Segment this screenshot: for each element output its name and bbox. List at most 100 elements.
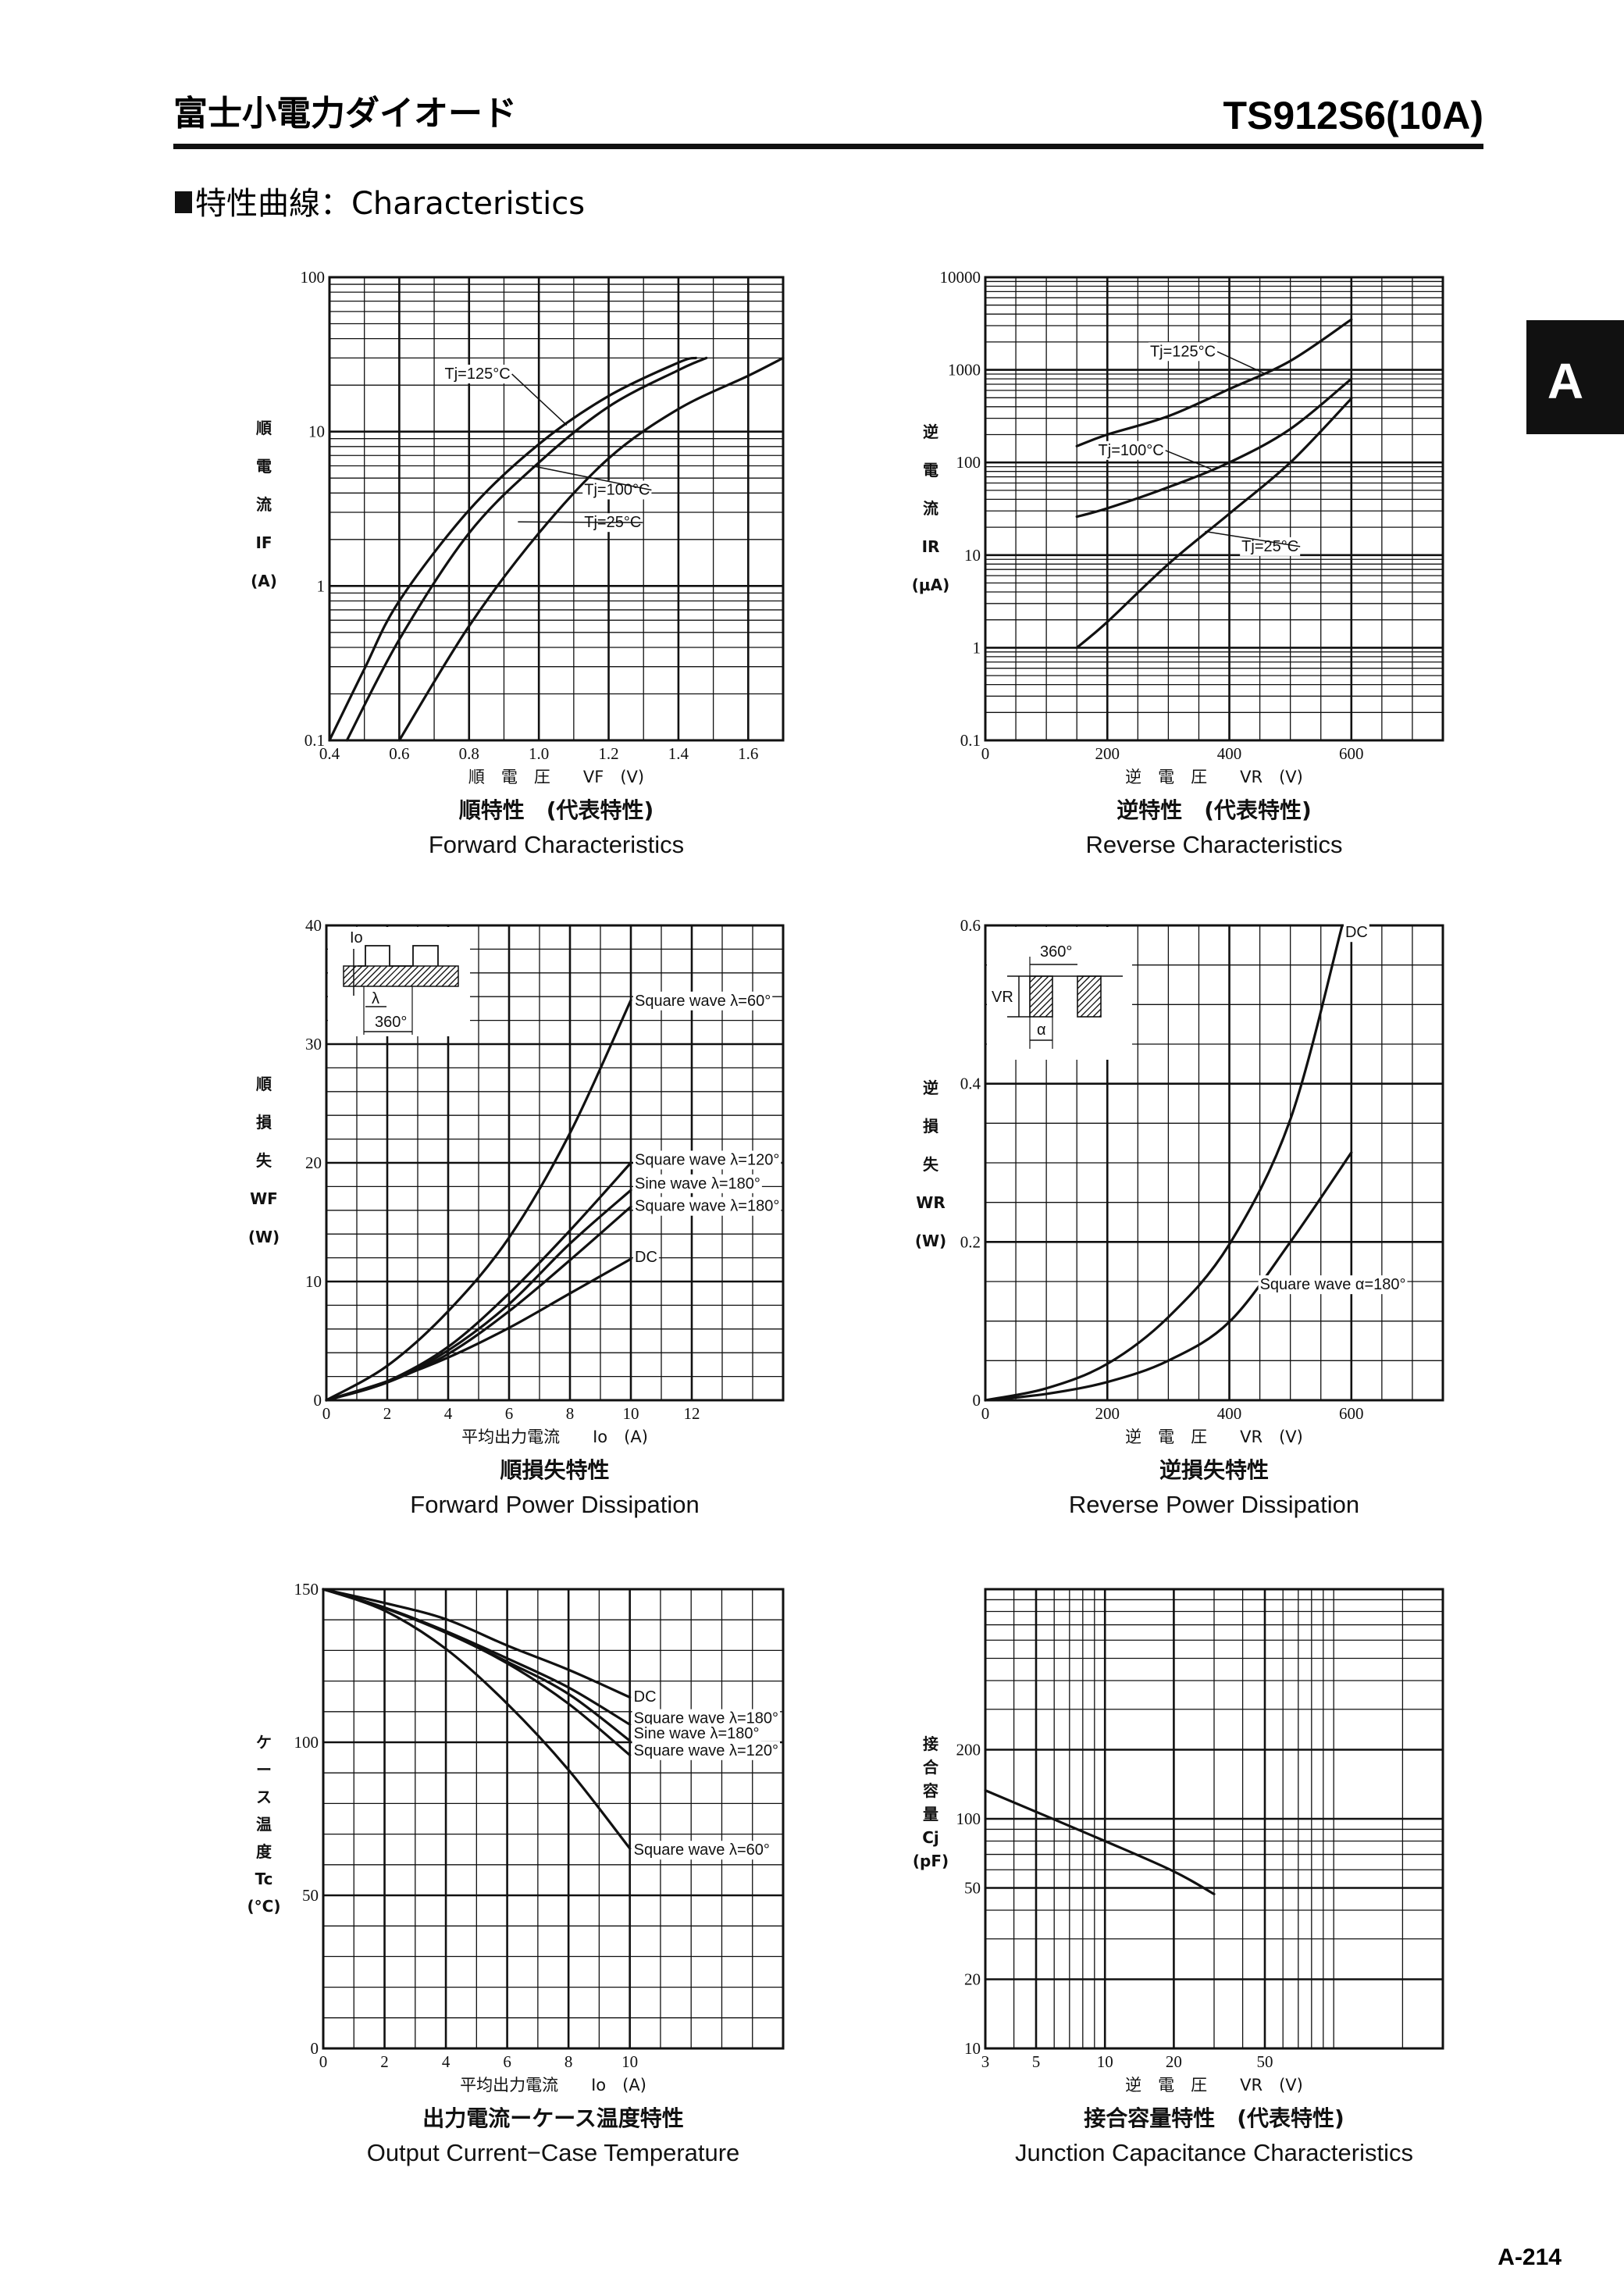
x-tick-label: 3 xyxy=(981,2052,990,2071)
chart-title: Forward Characteristics xyxy=(429,831,684,858)
x-tick-label: 1.6 xyxy=(738,744,758,763)
hatch-line xyxy=(379,965,401,987)
y-tick-label: 10000 xyxy=(940,268,981,287)
y-tick-label: 0 xyxy=(314,1391,322,1410)
x-tick-label: 600 xyxy=(1339,1404,1364,1423)
y-axis-label: 接 xyxy=(923,1734,938,1753)
x-tick-label: 4 xyxy=(442,2052,451,2071)
page-number: A-214 xyxy=(1498,2244,1562,2270)
series-line xyxy=(328,356,697,742)
y-tick-label: 1000 xyxy=(948,361,981,380)
x-tick-label: 0.6 xyxy=(389,744,409,763)
model-number: TS912S6(10A) xyxy=(1223,94,1484,137)
y-tick-label: 10 xyxy=(305,1272,322,1291)
x-tick-label: 20 xyxy=(1166,2052,1182,2071)
hatch-line xyxy=(1077,975,1084,983)
x-tick-label: 1.4 xyxy=(668,744,689,763)
y-tick-label: 0.1 xyxy=(960,731,981,750)
y-axis-label: ケ xyxy=(256,1733,272,1752)
y-axis-label: 損 xyxy=(923,1117,939,1135)
series-label-bg xyxy=(633,1174,762,1193)
y-axis-label: 容 xyxy=(923,1781,938,1800)
y-axis-label: 電 xyxy=(923,461,938,479)
label-leader xyxy=(1165,450,1212,470)
series-label-bg xyxy=(1258,1275,1408,1295)
hatched-pulse xyxy=(1077,975,1102,1018)
x-tick-label: 10 xyxy=(1097,2052,1113,2071)
y-axis-label: (μA) xyxy=(912,576,949,594)
y-tick-label: 1 xyxy=(317,576,326,595)
series-label: Tj=100°C xyxy=(1099,442,1164,459)
series-label-bg xyxy=(633,1150,782,1170)
y-axis-label: 温 xyxy=(256,1815,272,1834)
series-line xyxy=(984,924,1344,1402)
series-label: Tj=100°C xyxy=(584,481,650,498)
plot-frame xyxy=(325,924,785,1402)
y-axis-label: (W) xyxy=(248,1228,280,1246)
y-tick-label: 10 xyxy=(308,422,325,441)
y-tick-label: 10 xyxy=(964,546,981,565)
y-axis-label: Cj xyxy=(922,1828,939,1847)
x-axis-label: 平均出力電流 Io (A) xyxy=(460,2076,646,2094)
y-tick-label: 100 xyxy=(956,453,981,472)
series-label: Tj=25°C xyxy=(1241,538,1298,555)
product-family-title: 富士小電力ダイオード xyxy=(173,94,517,134)
plot-frame xyxy=(328,276,785,742)
series-label-bg xyxy=(632,1688,658,1707)
y-axis-label: WR xyxy=(916,1193,945,1212)
hatch-line xyxy=(1045,1009,1053,1018)
x-tick-label: 6 xyxy=(503,2052,511,2071)
y-axis-label: 量 xyxy=(923,1805,938,1823)
y-tick-label: 100 xyxy=(956,1809,981,1828)
x-tick-label: 1.2 xyxy=(598,744,618,763)
plot-frame xyxy=(984,1588,1444,2050)
y-tick-label: 0 xyxy=(311,2039,319,2058)
y-axis-label: IR xyxy=(922,537,940,556)
y-tick-label: 100 xyxy=(294,1733,319,1752)
chart-title: Reverse Characteristics xyxy=(1085,831,1342,858)
x-tick-label: 400 xyxy=(1217,744,1242,763)
hatch-line xyxy=(410,965,432,987)
side-tab-label: A xyxy=(1547,353,1583,409)
chart-3: 0 2 4 6 8 10 12 0 10 20 30 40 Io λ 360° Square wave λ=6… xyxy=(248,916,785,1518)
inset-label-alpha: α xyxy=(1037,1021,1046,1039)
x-tick-label: 10 xyxy=(623,1404,639,1423)
series-line xyxy=(345,356,708,742)
x-tick-label: 200 xyxy=(1095,744,1120,763)
plot-frame xyxy=(984,924,1444,1402)
inset-label-360: 360° xyxy=(375,1014,407,1031)
series-label-bg xyxy=(633,991,773,1011)
series-label: Square wave λ=60° xyxy=(635,993,771,1010)
label-leader xyxy=(1216,351,1266,375)
series-label: Tj=125°C xyxy=(1150,343,1216,360)
chart-title-jp: 逆特性 (代表特性) xyxy=(1116,797,1312,823)
series-label-bg xyxy=(1240,537,1301,556)
chart-title: Output Current−Case Temperature xyxy=(367,2139,740,2166)
hatch-line xyxy=(1092,1008,1102,1018)
hatch-line xyxy=(366,965,388,987)
header-rule xyxy=(173,144,1483,149)
inset-label-vr: VR xyxy=(992,989,1013,1006)
hatch-line xyxy=(435,965,457,987)
hatch-line xyxy=(1080,996,1102,1018)
hatch-line xyxy=(343,965,363,986)
y-axis-label: Tc xyxy=(255,1870,273,1888)
y-tick-label: 1 xyxy=(973,638,981,657)
y-axis-label: (pF) xyxy=(913,1852,949,1870)
series-label: Tj=125°C xyxy=(444,365,510,383)
series-label-bg xyxy=(1148,342,1218,362)
series-line xyxy=(1075,377,1353,519)
plot-frame xyxy=(984,276,1444,742)
y-axis-label: (A) xyxy=(251,572,277,590)
inset-label-io: Io xyxy=(350,929,363,946)
y-axis-label: (W) xyxy=(915,1232,946,1250)
series-label-bg xyxy=(633,1248,659,1267)
hatch-line xyxy=(441,969,459,987)
y-axis-label: 度 xyxy=(256,1842,272,1861)
x-tick-label: 2 xyxy=(380,2052,389,2071)
hatch-line xyxy=(385,965,407,987)
hatch-line xyxy=(347,965,369,987)
x-tick-label: 12 xyxy=(684,1404,700,1423)
x-tick-label: 4 xyxy=(444,1404,453,1423)
hatch-line xyxy=(1077,977,1102,1002)
